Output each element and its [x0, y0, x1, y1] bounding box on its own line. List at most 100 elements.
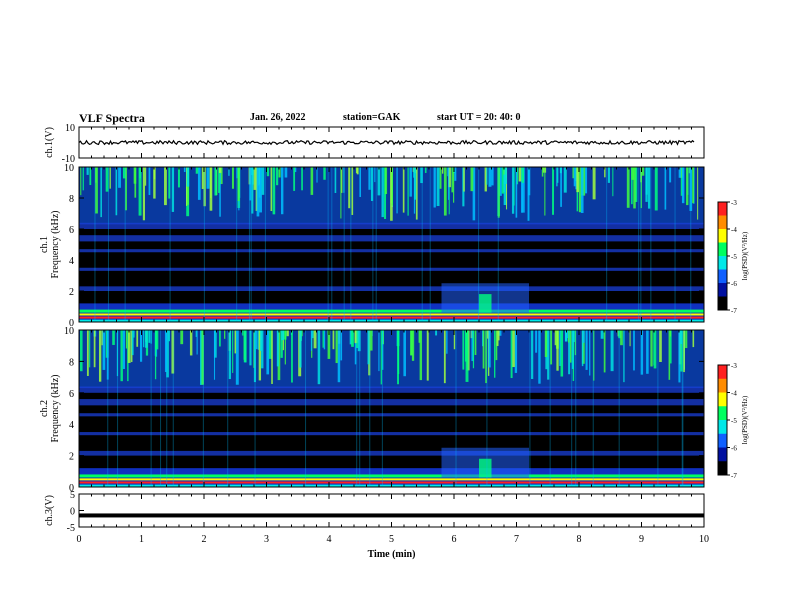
sferic-streak: [488, 330, 491, 368]
sferic-streak: [219, 330, 221, 347]
sferic-streak: [168, 330, 170, 342]
sferic-line: [682, 330, 684, 487]
sferic-line: [350, 167, 352, 322]
sferic-streak: [560, 167, 562, 207]
sferic-streak: [189, 330, 193, 356]
sferic-streak: [576, 167, 579, 193]
sferic-line: [107, 330, 109, 487]
ytick-label: 10: [64, 163, 74, 174]
sferic-line: [421, 167, 423, 322]
sferic-streak: [680, 330, 683, 372]
sferic-streak: [626, 167, 630, 208]
sferic-streak: [359, 167, 362, 197]
sferic-streak: [116, 330, 119, 377]
colorbar-tick-label: -5: [731, 417, 737, 425]
sferic-streak: [382, 330, 384, 370]
colorbar-segment: [718, 378, 727, 393]
colorbar-label: log(PSD)(V²/Hz): [741, 231, 749, 280]
sferic-streak: [547, 330, 550, 380]
sferic-streak: [650, 330, 653, 367]
colorbar-segment: [718, 461, 727, 476]
sferic-streak: [415, 167, 418, 220]
sferic-streak: [580, 167, 584, 214]
sferic-streak: [683, 330, 685, 373]
sferic-streak: [82, 167, 84, 191]
sferic-streak: [354, 330, 357, 365]
sferic-streak: [266, 330, 270, 375]
ytick-label: 10: [65, 123, 75, 134]
sferic-streak: [426, 330, 429, 381]
sferic-streak: [148, 167, 151, 195]
sferic-streak: [218, 167, 222, 173]
sferic-streak: [680, 167, 683, 178]
band-line: [79, 313, 704, 316]
sferic-streak: [515, 167, 518, 218]
ch3-trace: [79, 513, 704, 518]
sferic-streak: [251, 167, 254, 214]
sferic-streak: [503, 167, 505, 193]
sferic-streak: [556, 330, 559, 371]
colorbar-segment: [718, 365, 727, 380]
sferic-streak: [451, 167, 454, 193]
ytick-label: 6: [69, 225, 74, 236]
sferic-streak: [506, 167, 508, 210]
colorbar-segment: [718, 229, 727, 243]
sferic-streak: [410, 330, 413, 356]
sferic-streak: [284, 330, 286, 365]
ch3-ylabel: ch.3(V): [44, 495, 55, 526]
sferic-line: [372, 167, 374, 322]
sferic-streak: [413, 167, 415, 178]
sferic-streak: [443, 330, 446, 384]
sferic-streak: [213, 330, 216, 380]
sferic-streak: [645, 167, 648, 195]
ytick-label: -5: [67, 523, 75, 534]
sferic-streak: [277, 330, 281, 381]
sferic-streak: [495, 330, 498, 361]
sferic-streak: [219, 167, 221, 217]
sferic-streak: [380, 330, 382, 385]
sferic-streak: [692, 330, 695, 348]
sferic-line: [264, 167, 266, 322]
sferic-streak: [310, 167, 314, 195]
sferic-streak: [541, 167, 544, 177]
sferic-line: [375, 167, 377, 322]
sferic-streak: [592, 167, 596, 200]
sferic-streak: [89, 330, 91, 368]
colorbar-tick-label: -4: [731, 226, 737, 234]
sferic-streak: [130, 330, 133, 363]
sferic-streak: [142, 167, 146, 221]
sferic-streak: [143, 330, 145, 348]
sferic-streak: [299, 330, 302, 368]
sferic-streak: [686, 167, 689, 206]
sferic-line: [166, 330, 168, 487]
sferic-line: [657, 330, 659, 487]
sferic-streak: [378, 330, 380, 372]
sferic-streak: [168, 167, 171, 199]
sferic-streak: [689, 167, 693, 211]
sferic-line: [429, 167, 431, 322]
sferic-streak: [418, 330, 421, 343]
colorbar-segment: [718, 269, 727, 284]
sferic-line: [124, 167, 126, 322]
sferic-streak: [646, 330, 649, 374]
sferic-streak: [384, 167, 388, 195]
sferic-streak: [286, 330, 289, 337]
sferic-streak: [203, 167, 206, 207]
plot-title: VLF Spectra: [79, 111, 145, 125]
colorbar-segment: [718, 242, 727, 257]
colorbar-tick-label: -3: [731, 362, 737, 370]
sferic-streak: [669, 330, 672, 364]
sferic-streak: [213, 330, 217, 358]
sferic-streak: [414, 167, 417, 200]
ch1-prefix: ch.1: [39, 236, 50, 253]
sferic-streak: [106, 330, 109, 380]
sferic-streak: [640, 167, 642, 209]
sferic-streak: [390, 167, 393, 221]
sferic-streak: [355, 167, 358, 174]
sferic-streak: [291, 330, 293, 383]
sferic-streak: [589, 330, 591, 376]
sferic-line: [650, 167, 652, 322]
sferic-streak: [419, 330, 423, 381]
sferic-streak: [257, 330, 259, 350]
freq-band: [79, 399, 704, 406]
